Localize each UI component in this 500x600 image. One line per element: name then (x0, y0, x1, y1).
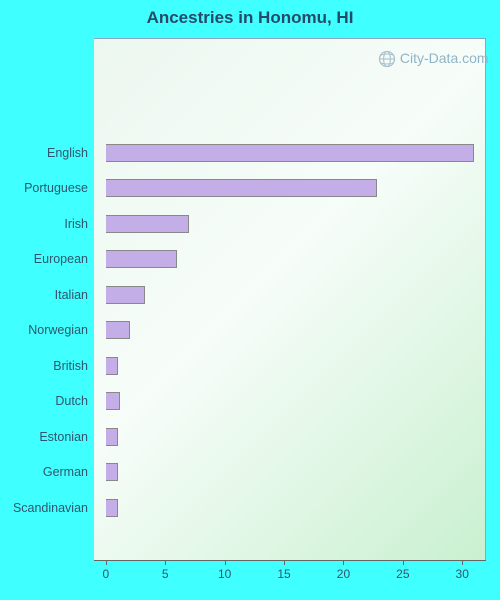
bar (106, 499, 118, 517)
bar (106, 250, 177, 268)
bar (106, 392, 120, 410)
bar (106, 428, 118, 446)
y-axis-label: Estonian (39, 430, 88, 444)
x-axis-tick-label: 30 (456, 567, 469, 581)
chart-title: Ancestries in Honomu, HI (0, 8, 500, 28)
x-axis-tick-label: 25 (396, 567, 409, 581)
x-axis-tick (165, 560, 166, 565)
y-axis-label: Irish (64, 217, 88, 231)
x-axis-tick-label: 15 (277, 567, 290, 581)
bar (106, 179, 377, 197)
y-axis-label: Italian (55, 288, 88, 302)
x-axis-tick-label: 5 (162, 567, 169, 581)
bar (106, 357, 118, 375)
chart-stage: Ancestries in Honomu, HI City-Data.com E… (0, 0, 500, 600)
y-axis-label: German (43, 465, 88, 479)
bar (106, 144, 474, 162)
plot-area (94, 38, 486, 560)
x-axis-tick-label: 20 (337, 567, 350, 581)
x-axis-tick-label: 0 (103, 567, 110, 581)
x-axis-line (94, 560, 486, 561)
y-axis-label: Portuguese (24, 181, 88, 195)
x-axis-tick (106, 560, 107, 565)
x-axis-tick (403, 560, 404, 565)
bar (106, 286, 145, 304)
x-axis-tick (225, 560, 226, 565)
y-axis-label: English (47, 146, 88, 160)
bar (106, 463, 118, 481)
bar (106, 215, 189, 233)
bar (106, 321, 130, 339)
x-axis-tick (462, 560, 463, 565)
y-axis-label: Norwegian (28, 323, 88, 337)
x-axis-tick (284, 560, 285, 565)
y-axis-label: British (53, 359, 88, 373)
x-axis-tick (343, 560, 344, 565)
y-axis-label: Scandinavian (13, 501, 88, 515)
x-axis-tick-label: 10 (218, 567, 231, 581)
y-axis-label: Dutch (55, 394, 88, 408)
y-axis-label: European (34, 252, 88, 266)
